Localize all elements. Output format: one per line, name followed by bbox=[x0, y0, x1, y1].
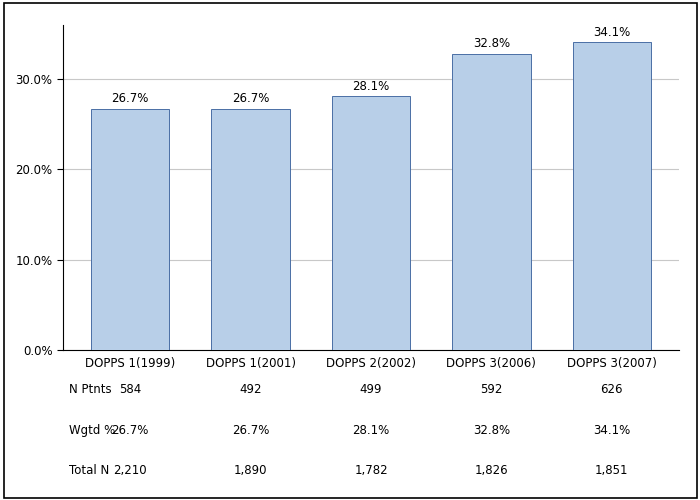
Text: 626: 626 bbox=[601, 383, 623, 396]
Text: 32.8%: 32.8% bbox=[473, 38, 510, 51]
Text: 1,890: 1,890 bbox=[234, 464, 267, 477]
Bar bbox=[211, 109, 290, 350]
Text: 492: 492 bbox=[239, 383, 262, 396]
Text: Total N: Total N bbox=[69, 464, 109, 477]
Text: 1,851: 1,851 bbox=[595, 464, 629, 477]
Text: 28.1%: 28.1% bbox=[352, 424, 390, 436]
Text: 26.7%: 26.7% bbox=[232, 92, 270, 106]
Text: 34.1%: 34.1% bbox=[593, 424, 631, 436]
Text: 2,210: 2,210 bbox=[113, 464, 147, 477]
Text: 34.1%: 34.1% bbox=[593, 26, 631, 38]
Text: 1,782: 1,782 bbox=[354, 464, 388, 477]
Bar bbox=[332, 96, 410, 350]
Bar bbox=[91, 109, 169, 350]
Text: 592: 592 bbox=[480, 383, 503, 396]
Bar bbox=[573, 42, 651, 350]
Text: N Ptnts: N Ptnts bbox=[69, 383, 112, 396]
Text: Wgtd %: Wgtd % bbox=[69, 424, 116, 436]
Text: 26.7%: 26.7% bbox=[111, 92, 149, 106]
Bar bbox=[452, 54, 531, 350]
Text: 584: 584 bbox=[119, 383, 141, 396]
Text: 26.7%: 26.7% bbox=[111, 424, 149, 436]
Text: 26.7%: 26.7% bbox=[232, 424, 270, 436]
Text: 32.8%: 32.8% bbox=[473, 424, 510, 436]
Text: 499: 499 bbox=[360, 383, 382, 396]
Text: 1,826: 1,826 bbox=[475, 464, 508, 477]
Text: 28.1%: 28.1% bbox=[352, 80, 390, 92]
